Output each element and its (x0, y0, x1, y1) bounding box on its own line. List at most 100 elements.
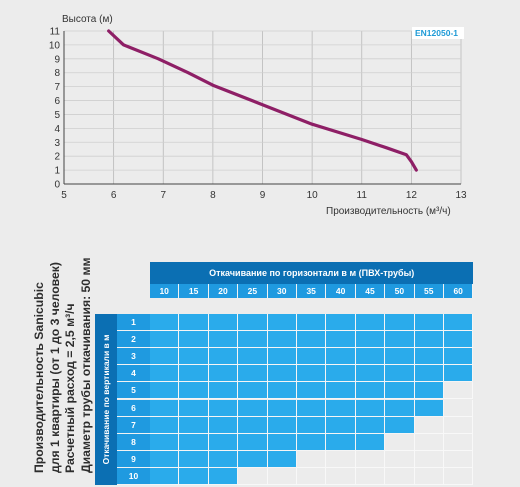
y-tick-label: 3 (54, 138, 60, 149)
allowed-cell (385, 382, 415, 400)
vertical-header-band: Откачивание по вертикали в м (95, 314, 117, 485)
allowed-cell (267, 450, 297, 468)
allowed-cell (326, 399, 356, 417)
series-point (360, 138, 363, 141)
series-point (415, 169, 418, 171)
x-tick-label: 13 (455, 190, 467, 201)
allowed-cell (179, 365, 209, 383)
standard-badge-bg (412, 27, 464, 39)
allowed-cell (150, 467, 180, 485)
allowed-cell (355, 365, 386, 383)
vertical-value-cell: 9 (117, 450, 150, 468)
allowed-cell (179, 399, 209, 417)
allowed-cell (414, 331, 444, 349)
vertical-value-cell: 10 (117, 467, 150, 485)
allowed-cell (297, 348, 327, 366)
allowed-cell (267, 382, 297, 400)
not-allowed-cell (444, 450, 474, 468)
allowed-cell (326, 348, 356, 366)
standard-badge: EN12050-1 (412, 27, 464, 39)
not-allowed-cell (444, 382, 474, 400)
not-allowed-cell (444, 467, 474, 485)
y-tick-label: 8 (54, 68, 60, 79)
series-point (311, 123, 313, 125)
allowed-cell (444, 331, 474, 349)
allowed-cell (179, 416, 209, 434)
allowed-cell (150, 365, 180, 383)
vertical-value-cell: 8 (117, 433, 150, 451)
spec-line-1: Производительность Sanicubic (32, 282, 46, 473)
allowed-cell (444, 348, 474, 366)
not-allowed-cell (414, 450, 444, 468)
x-axis-label: Производительность (м³/ч) (326, 206, 451, 217)
allowed-cell (150, 314, 180, 332)
y-tick-label: 0 (54, 180, 60, 191)
allowed-cell (385, 399, 415, 417)
y-axis-label: Высота (м) (62, 14, 113, 25)
allowed-cell (355, 416, 386, 434)
series-point (122, 44, 125, 46)
horizontal-value-cell: 45 (355, 284, 386, 298)
allowed-cell (355, 382, 386, 400)
allowed-cell (297, 365, 327, 383)
allowed-cell (208, 450, 239, 468)
series-point (410, 160, 413, 163)
not-allowed-cell (297, 467, 327, 485)
not-allowed-cell (414, 433, 444, 451)
not-allowed-cell (326, 450, 356, 468)
allowed-cell (150, 416, 180, 434)
allowed-cell (208, 433, 239, 451)
chart-axes (63, 31, 461, 185)
x-tick-label: 11 (357, 190, 368, 201)
vertical-value-cell: 1 (117, 314, 150, 332)
allowed-cell (444, 365, 474, 383)
allowed-cell (238, 450, 268, 468)
x-tick-label: 5 (61, 190, 67, 201)
y-tick-label: 9 (54, 54, 60, 65)
horizontal-value-cell: 15 (179, 284, 209, 298)
allowed-cell (267, 399, 297, 417)
not-allowed-cell (297, 450, 327, 468)
horizontal-value-cell: 30 (267, 284, 297, 298)
allowed-cell (208, 314, 239, 332)
horizontal-value-cell: 35 (297, 284, 327, 298)
vertical-header-title: Откачивание по вертикали в м (101, 334, 111, 465)
horizontal-value-cell: 10 (150, 284, 180, 298)
not-allowed-cell (385, 433, 415, 451)
vertical-value-cell: 3 (117, 348, 150, 366)
allowed-cell (238, 382, 268, 400)
allowed-cell (150, 382, 180, 400)
allowed-cell (208, 365, 239, 383)
spec-line-2: для 1 квартиры (от 1 до 3 человек) (47, 262, 62, 473)
x-tick-label: 12 (406, 190, 418, 201)
series-point (157, 58, 160, 60)
allowed-cell (150, 433, 180, 451)
not-allowed-cell (326, 467, 356, 485)
allowed-cell (385, 416, 415, 434)
not-allowed-cell (267, 467, 297, 485)
allowed-cell (179, 348, 209, 366)
allowed-cell (385, 348, 415, 366)
horizontal-value-cell: 20 (208, 284, 239, 298)
spec-line-4: Диаметр трубы откачивания: 50 мм (78, 257, 93, 473)
allowed-cell (179, 467, 209, 485)
x-tick-label: 8 (210, 190, 216, 201)
allowed-cell (355, 331, 386, 349)
y-tick-label: 5 (54, 110, 60, 121)
allowed-cell (297, 382, 327, 400)
allowed-cell (267, 433, 297, 451)
allowed-cell (208, 467, 239, 485)
not-allowed-cell (414, 416, 444, 434)
allowed-cell (208, 416, 239, 434)
allowed-cell (385, 314, 415, 332)
x-tick-label: 6 (111, 190, 117, 201)
allowed-cell (179, 433, 209, 451)
standard-badge-text: EN12050-1 (415, 28, 458, 38)
allowed-cell (208, 348, 239, 366)
allowed-cell (326, 416, 356, 434)
y-tick-label: 6 (54, 96, 60, 107)
allowed-cell (297, 399, 327, 417)
allowed-cell (297, 433, 327, 451)
allowed-cell (267, 331, 297, 349)
